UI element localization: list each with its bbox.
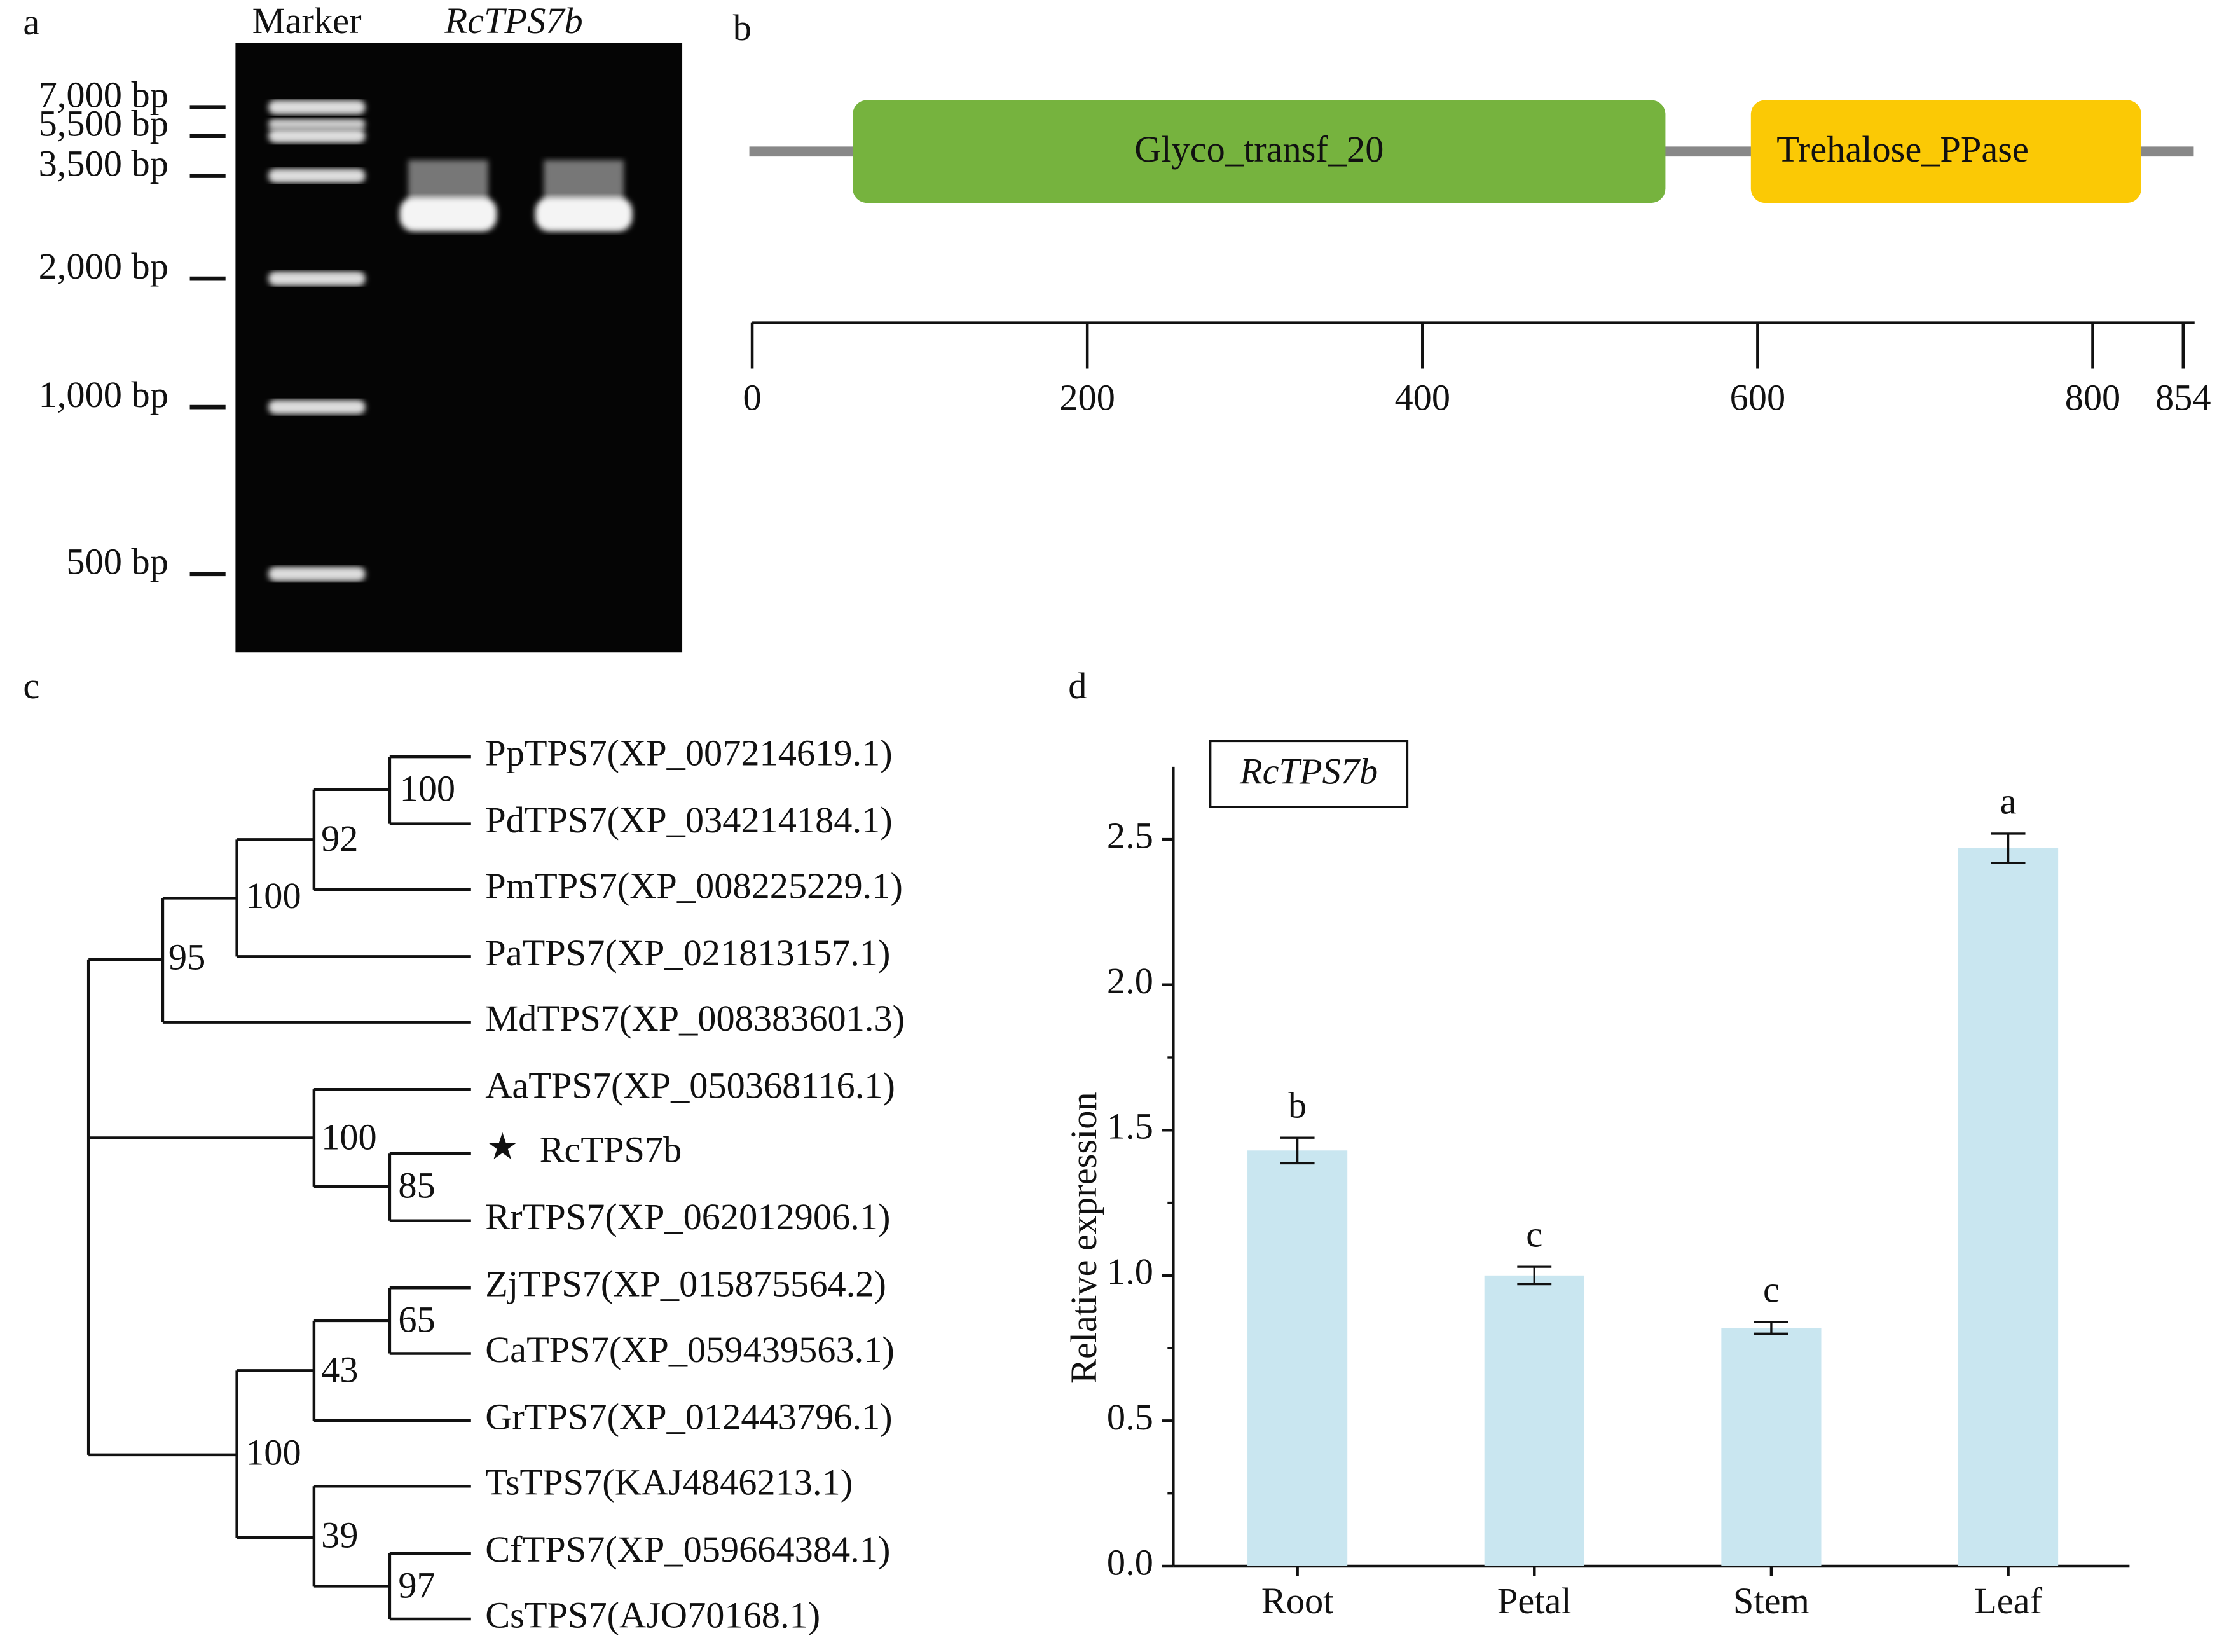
leaf-label: PmTPS7(XP_008225229.1)	[485, 865, 903, 906]
marker-label: 1,000 bp	[39, 374, 168, 415]
leaf-label: PdTPS7(XP_034214184.1)	[485, 799, 892, 841]
y-tick-label: 2.5	[1107, 815, 1153, 857]
bar	[1958, 848, 2059, 1566]
bar	[1484, 1275, 1584, 1566]
significance-label: c	[1526, 1214, 1542, 1255]
bootstrap: 65	[398, 1299, 435, 1340]
gel-image	[235, 43, 683, 653]
scale-label: 600	[1730, 377, 1786, 418]
bootstrap: 92	[321, 818, 358, 859]
sample-smear	[408, 160, 488, 203]
leaf-label: AaTPS7(XP_050368116.1)	[485, 1065, 895, 1106]
scale-label: 800	[2065, 377, 2121, 418]
star: ★	[486, 1126, 519, 1167]
sample-band	[399, 197, 497, 231]
bar	[1247, 1150, 1348, 1566]
bar	[1721, 1328, 1822, 1566]
lane-label: Marker	[252, 0, 362, 41]
domain	[1750, 100, 2141, 203]
bootstrap: 97	[398, 1564, 435, 1606]
significance-label: a	[2000, 780, 2017, 822]
leaf-label: RrTPS7(XP_062012906.1)	[485, 1196, 890, 1237]
bootstrap: 43	[321, 1349, 358, 1390]
title-box	[1209, 740, 1409, 808]
panel-label: d	[1068, 665, 1087, 706]
y-tick-label: 0.0	[1107, 1541, 1153, 1583]
panel-label: a	[23, 1, 39, 43]
x-tick-label: Petal	[1497, 1580, 1572, 1621]
domain-label: Glyco_transf_20	[1134, 128, 1383, 170]
ladder-band	[268, 567, 366, 581]
bootstrap: 100	[321, 1116, 377, 1157]
panel-label: b	[733, 7, 752, 48]
y-tick-label: 2.0	[1107, 960, 1153, 1002]
leaf-label: PaTPS7(XP_021813157.1)	[485, 932, 890, 974]
marker-label: 3,500 bp	[39, 142, 168, 184]
bootstrap: 100	[245, 875, 301, 916]
domain	[853, 100, 1666, 203]
ladder-band	[268, 100, 366, 114]
leaf-label: ZjTPS7(XP_015875564.2)	[485, 1263, 886, 1305]
leaf-label: RcTPS7b	[540, 1129, 682, 1171]
leaf-label: CaTPS7(XP_059439563.1)	[485, 1329, 895, 1370]
marker-label: 5,500 bp	[39, 103, 168, 144]
ladder-band	[268, 118, 366, 130]
bootstrap: 85	[398, 1165, 435, 1206]
bootstrap: 100	[400, 768, 456, 809]
scale-label: 200	[1059, 377, 1115, 418]
leaf-label: TsTPS7(KAJ4846213.1)	[485, 1462, 853, 1503]
ladder-band	[268, 128, 366, 143]
chart-title: RcTPS7b	[1239, 751, 1378, 792]
bootstrap: 39	[321, 1515, 358, 1556]
significance-label: b	[1288, 1085, 1307, 1126]
x-tick-label: Leaf	[1974, 1580, 2042, 1621]
leaf-label: CsTPS7(AJO70168.1)	[485, 1594, 820, 1635]
ladder-band	[268, 399, 366, 415]
x-tick-label: Stem	[1733, 1580, 1809, 1621]
lane-label: RcTPS7b	[444, 0, 583, 41]
y-tick-label: 1.5	[1107, 1106, 1153, 1147]
marker-label: 2,000 bp	[39, 245, 168, 287]
significance-label: c	[1763, 1269, 1780, 1310]
x-tick-label: Root	[1261, 1580, 1334, 1621]
ladder-band	[268, 169, 366, 183]
sample-band	[535, 197, 633, 231]
sample-smear	[544, 160, 624, 203]
scale-label: 400	[1394, 377, 1450, 418]
leaf-label: MdTPS7(XP_008383601.3)	[485, 998, 905, 1039]
ladder-band	[268, 271, 366, 286]
leaf-label: CfTPS7(XP_059664384.1)	[485, 1529, 890, 1570]
leaf-label: PpTPS7(XP_007214619.1)	[485, 733, 892, 774]
panel-label: c	[23, 665, 39, 706]
scale-label: 0	[743, 377, 761, 418]
y-tick-label: 1.0	[1107, 1251, 1153, 1292]
domain-label: Trehalose_PPase	[1776, 128, 2029, 170]
leaf-label: GrTPS7(XP_012443796.1)	[485, 1396, 892, 1437]
marker-label: 7,000 bp	[39, 74, 168, 116]
scale-label: 854	[2155, 377, 2211, 418]
y-tick-label: 0.5	[1107, 1396, 1153, 1438]
y-axis-label: Relative expression	[1063, 1092, 1104, 1384]
bootstrap: 95	[168, 937, 205, 978]
marker-label: 500 bp	[66, 541, 168, 582]
bootstrap: 100	[245, 1432, 301, 1473]
